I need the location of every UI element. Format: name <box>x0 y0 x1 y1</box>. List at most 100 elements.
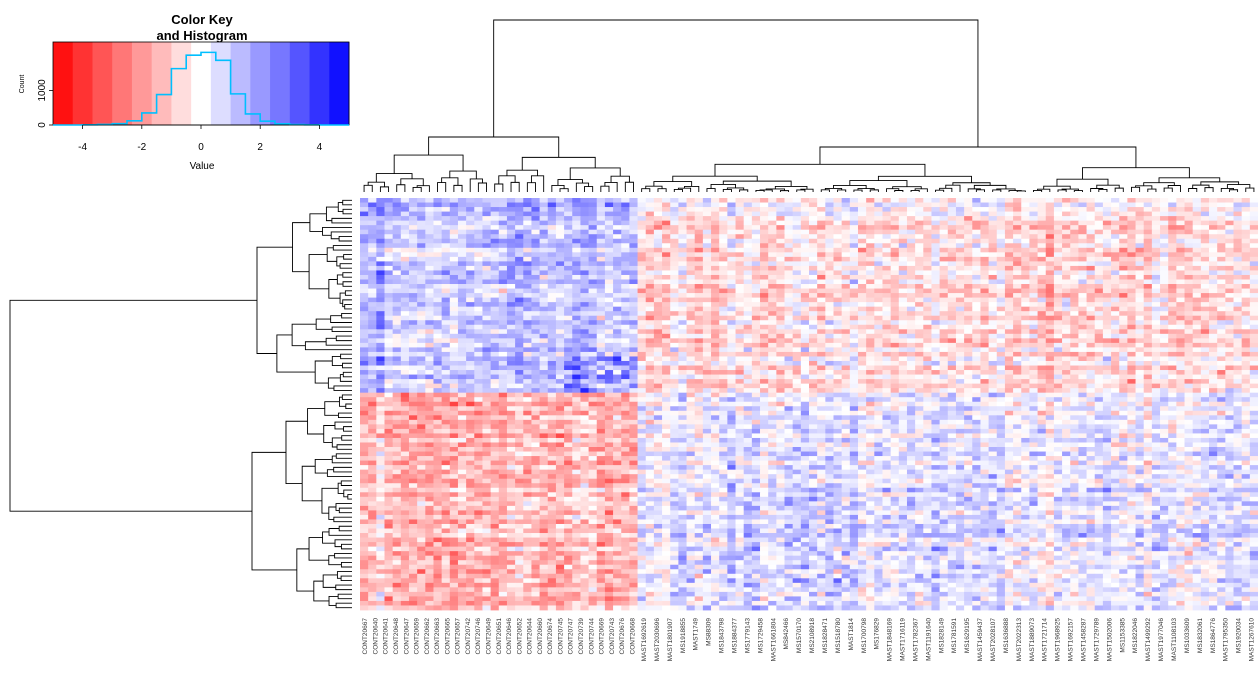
dendrogram-branch <box>610 175 630 183</box>
heatmap-cell <box>384 360 394 366</box>
heatmap-cell <box>1160 284 1169 289</box>
heatmap-cell <box>645 324 655 330</box>
heatmap-cell <box>449 198 459 203</box>
heatmap-cell <box>800 198 810 203</box>
heatmap-cell <box>1184 315 1194 321</box>
heatmap-cell <box>776 365 785 371</box>
heatmap-cell <box>1037 261 1047 267</box>
heatmap-cell <box>743 351 753 357</box>
heatmap-cell <box>719 311 728 317</box>
heatmap-cell <box>515 243 524 249</box>
heatmap-cell <box>1021 252 1030 258</box>
heatmap-cell <box>506 315 516 321</box>
heatmap-cell <box>1004 333 1014 339</box>
heatmap-cell <box>1045 256 1055 262</box>
heatmap-cell <box>1217 216 1226 222</box>
heatmap-cell <box>441 279 451 285</box>
heatmap-cell <box>1151 261 1161 267</box>
heatmap-cell <box>694 383 704 389</box>
heatmap-cell <box>1233 238 1243 244</box>
heatmap-cell <box>1013 252 1022 258</box>
heatmap-cell <box>1062 256 1071 262</box>
heatmap-cell <box>1102 383 1112 389</box>
heatmap-cell <box>955 342 965 348</box>
heatmap-cell <box>547 392 557 398</box>
heatmap-cell <box>988 347 998 353</box>
heatmap-cell <box>947 383 957 389</box>
heatmap-cell <box>1192 374 1202 380</box>
dendrogram-branch <box>342 362 352 369</box>
heatmap-cell <box>874 370 883 375</box>
heatmap-cell <box>1225 388 1234 394</box>
heatmap-cell <box>637 270 647 276</box>
heatmap-cell <box>482 265 492 271</box>
heatmap-cell <box>1233 261 1243 267</box>
heatmap-cell <box>490 370 500 375</box>
heatmap-cell <box>825 288 834 294</box>
heatmap-cell <box>931 306 941 312</box>
heatmap-cell <box>760 306 769 312</box>
heatmap-cell <box>939 374 949 380</box>
heatmap-cell <box>825 356 834 362</box>
heatmap-cell <box>955 329 965 335</box>
heatmap-cell <box>457 351 467 357</box>
heatmap-cell <box>425 329 434 335</box>
heatmap-cell <box>376 315 385 321</box>
heatmap-cell <box>384 302 394 308</box>
heatmap-cell <box>898 320 908 326</box>
dendrogram-branch <box>1056 178 1109 187</box>
heatmap-cell <box>1217 243 1226 249</box>
heatmap-cell <box>360 229 369 235</box>
heatmap-cell <box>376 347 385 353</box>
heatmap-cell <box>915 211 924 217</box>
heatmap-cell <box>882 270 892 276</box>
heatmap-cell <box>866 329 875 335</box>
heatmap-cell <box>441 252 451 258</box>
heatmap-cell <box>882 324 892 330</box>
heatmap-cell <box>392 365 402 371</box>
heatmap-cell <box>1127 347 1136 353</box>
heatmap-cell <box>670 297 679 303</box>
dendrogram-branch <box>952 182 991 186</box>
heatmap-cell <box>384 220 394 226</box>
heatmap-cell <box>1241 247 1251 253</box>
heatmap-cell <box>955 338 965 344</box>
heatmap-cell <box>490 360 500 366</box>
heatmap-cell <box>768 324 777 330</box>
heatmap-cell <box>653 347 663 353</box>
heatmap-cell <box>1184 306 1194 312</box>
heatmap-cell <box>857 351 867 357</box>
heatmap-cell <box>1160 338 1169 344</box>
heatmap-cell <box>417 329 426 335</box>
heatmap-cell <box>678 207 687 212</box>
heatmap-cell <box>498 220 508 226</box>
heatmap-cell <box>555 238 565 244</box>
heatmap-cell <box>702 279 712 285</box>
heatmap-cell <box>964 370 973 375</box>
heatmap-cell <box>678 351 687 357</box>
heatmap-cell <box>621 256 630 262</box>
heatmap-cell <box>768 365 777 371</box>
heatmap-cell <box>441 220 451 226</box>
heatmap-cell <box>792 211 802 217</box>
heatmap-cell <box>1062 238 1071 244</box>
heatmap-cell <box>678 274 687 280</box>
heatmap-cell <box>1029 333 1038 339</box>
heatmap-cell <box>841 379 851 385</box>
heatmap-cell <box>466 320 475 326</box>
heatmap-cell <box>425 342 434 348</box>
heatmap-cell <box>825 351 834 357</box>
heatmap-cell <box>964 347 973 353</box>
heatmap-cell <box>857 347 867 353</box>
heatmap-cell <box>825 220 834 226</box>
heatmap-cell <box>466 243 475 249</box>
heatmap-cell <box>972 229 981 235</box>
heatmap-cell <box>1094 374 1104 380</box>
heatmap-cell <box>1209 252 1218 258</box>
heatmap-cell <box>923 229 932 235</box>
heatmap-cell <box>972 342 981 348</box>
heatmap-cell <box>1160 379 1169 385</box>
heatmap-cell <box>1192 207 1202 212</box>
heatmap-cell <box>670 342 679 348</box>
heatmap-cell <box>1094 379 1104 385</box>
